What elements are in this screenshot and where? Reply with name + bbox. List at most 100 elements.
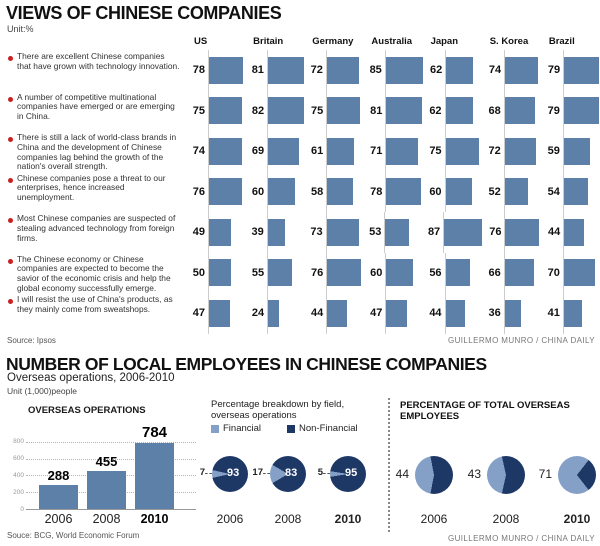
bullet-icon — [8, 96, 13, 102]
year-bar — [135, 443, 174, 509]
value-number: 85 — [369, 64, 382, 77]
value-cell: 87 — [421, 212, 483, 253]
value-bar — [386, 178, 421, 206]
bar-track — [562, 131, 600, 172]
value-number: 72 — [310, 64, 323, 77]
statement-text: Most Chinese companies are suspected of … — [17, 213, 176, 243]
value-bar — [209, 299, 230, 327]
value-bar — [504, 97, 535, 125]
value-cell: 61 — [304, 131, 363, 172]
value-number: 76 — [192, 185, 205, 198]
value-bar — [563, 97, 599, 125]
total-overseas-title: PERCENTAGE OF TOTAL OVERSEAS EMPLOYEES — [400, 400, 570, 422]
bar-track — [267, 90, 305, 131]
value-number: 44 — [429, 307, 442, 320]
total-overseas-pie-group: PERCENTAGE OF TOTAL OVERSEAS EMPLOYEES 4… — [396, 398, 600, 532]
statement-row: A number of competitive multinational co… — [0, 90, 600, 132]
value-bar — [327, 178, 353, 206]
non-financial-share-label: 95 — [345, 467, 358, 479]
section1-unit-label: Unit:% — [7, 24, 34, 34]
value-bar — [327, 137, 355, 165]
value-cell: 75 — [304, 90, 363, 131]
bar-track — [208, 252, 245, 293]
bar-track — [326, 90, 363, 131]
financial-share-label: 7 — [199, 467, 205, 478]
value-number: 71 — [370, 145, 383, 158]
value-cell: 39 — [245, 212, 304, 253]
value-bar — [385, 56, 424, 84]
statement-cell: Chinese companies pose a threat to our e… — [0, 172, 186, 213]
value-cell: 72 — [482, 131, 541, 172]
value-cell: 24 — [245, 293, 304, 334]
statement-row: I will resist the use of China's product… — [0, 293, 600, 334]
value-bar — [564, 218, 584, 246]
value-bar — [504, 259, 534, 287]
value-number: 81 — [370, 104, 383, 117]
section2-unit-label: Unit (1,000)people — [7, 386, 77, 396]
value-bar — [564, 56, 599, 84]
value-bar — [326, 56, 359, 84]
pie-year-label: 2006 — [420, 512, 448, 526]
value-cell: 85 — [363, 50, 424, 91]
y-tick-label: 200 — [13, 488, 24, 496]
gridline — [26, 458, 196, 460]
value-number: 60 — [370, 266, 383, 279]
value-cell: 36 — [482, 293, 541, 334]
y-tick-label: 400 — [13, 471, 24, 479]
bullet-icon — [8, 299, 13, 304]
total-share-label: 43 — [467, 467, 481, 481]
value-number: 78 — [192, 64, 205, 77]
value-cell: 74 — [482, 50, 541, 91]
value-cell: 50 — [186, 252, 245, 293]
bar-track — [385, 252, 422, 293]
bar-track — [325, 212, 363, 253]
section2-subtitle: Overseas operations, 2006-2010 — [7, 372, 175, 384]
bar-track — [208, 90, 245, 131]
x-axis-year: 2008 — [92, 512, 121, 526]
country-header: Britain — [253, 36, 284, 47]
dotted-divider — [388, 398, 390, 532]
bar-track — [562, 171, 600, 212]
pie-year-label: 2010 — [334, 512, 362, 526]
breakdown-pie: 17 83 — [252, 456, 306, 492]
value-cell: 53 — [362, 212, 421, 253]
value-number: 47 — [370, 307, 383, 320]
value-bar — [445, 137, 479, 165]
value-number: 66 — [488, 266, 501, 279]
value-bar — [385, 218, 409, 246]
statement-cell: A number of competitive multinational co… — [0, 91, 186, 132]
value-number: 76 — [311, 266, 324, 279]
value-cell: 68 — [482, 90, 541, 131]
y-tick-label: 0 — [20, 505, 24, 513]
bar-track — [267, 171, 304, 212]
bar-track — [384, 50, 424, 91]
bar-track — [504, 212, 541, 253]
value-cell: 47 — [186, 293, 245, 334]
value-bar — [504, 137, 537, 165]
value-number: 72 — [488, 145, 501, 158]
value-number: 62 — [429, 104, 442, 117]
value-cell: 66 — [482, 252, 541, 293]
country-header: Germany — [312, 36, 354, 47]
non-financial-label: Non-Financial — [299, 423, 358, 434]
bar-track — [563, 50, 600, 91]
total-share-label: 44 — [395, 467, 409, 481]
value-number: 75 — [429, 145, 442, 158]
bar-track — [503, 293, 541, 334]
statement-cell: I will resist the use of China's product… — [0, 293, 186, 334]
value-bar — [386, 97, 423, 125]
value-cell: 44 — [423, 293, 482, 334]
leader-line — [323, 473, 330, 474]
country-header: US — [194, 36, 208, 47]
value-bar — [505, 218, 539, 246]
value-number: 75 — [192, 104, 205, 117]
bar-track — [385, 293, 422, 334]
bar-track — [266, 212, 304, 253]
country-header: S. Korea — [489, 36, 529, 47]
value-cell: 79 — [541, 50, 600, 91]
overseas-operations-bar-chart: OVERSEAS OPERATIONS 800 600 400 200 0 288 2006… — [0, 400, 205, 532]
value-number: 74 — [488, 64, 502, 77]
bar-track — [326, 171, 363, 212]
bar-track — [385, 90, 423, 131]
value-bar — [209, 259, 231, 287]
